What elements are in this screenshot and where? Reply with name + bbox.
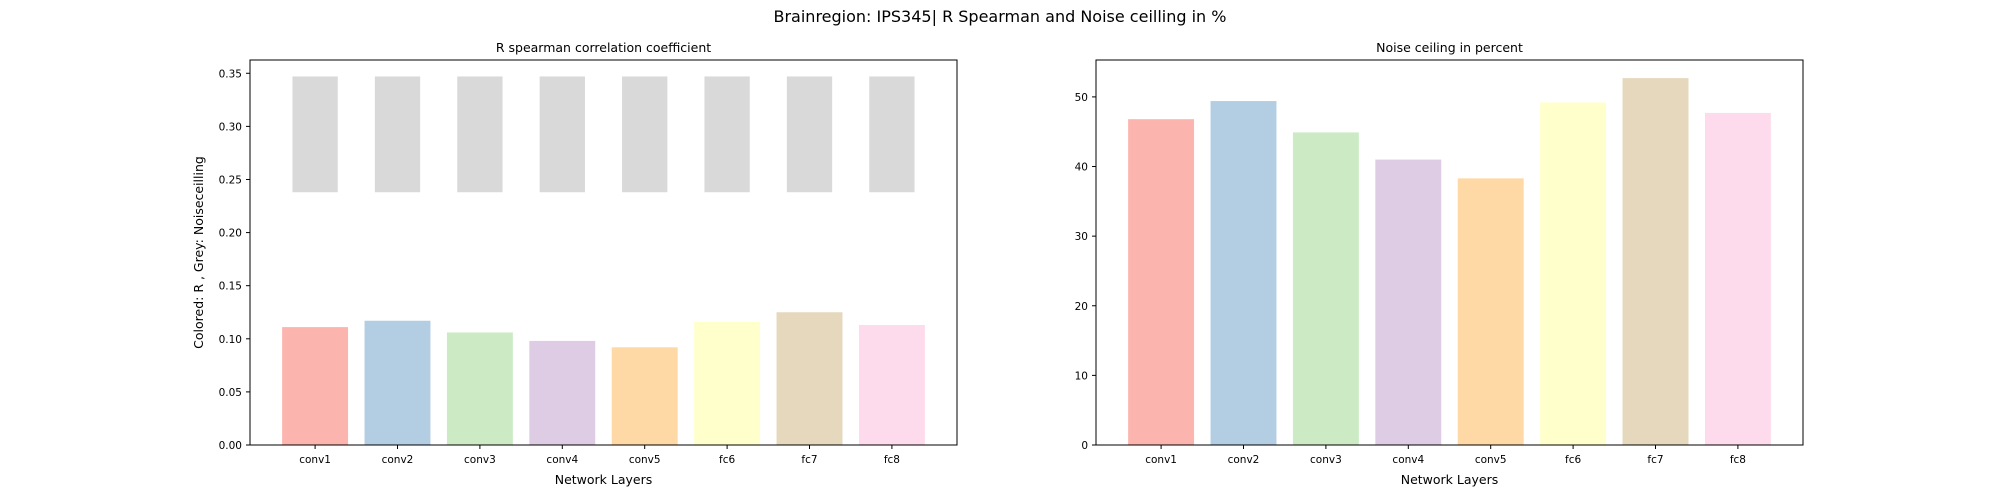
y-axis-ticks: 0 10 20 30 40 50 [1075, 92, 1096, 452]
y-axis-label: Colored: R , Grey: Noiseceilling [191, 156, 206, 349]
y-tick-label: 40 [1075, 162, 1088, 174]
bar-conv3 [446, 332, 513, 445]
y-tick-label: 0.10 [219, 334, 242, 346]
y-tick-label: 0.15 [219, 281, 242, 293]
noise-ceiling-band [869, 76, 915, 193]
x-tick-label: conv2 [1228, 454, 1260, 466]
x-tick-label: conv3 [1310, 454, 1342, 466]
x-tick-label: fc8 [1730, 454, 1746, 466]
figure-suptitle: Brainregion: IPS345| R Spearman and Nois… [774, 7, 1227, 26]
y-tick-label: 10 [1075, 370, 1088, 382]
bar-conv2 [364, 320, 431, 445]
y-tick-label: 20 [1075, 301, 1088, 313]
x-axis-ticks: conv1 conv2 conv3 conv4 conv5 fc6 fc7 fc8 [299, 445, 900, 466]
chart-noise-ceiling: Noise ceiling in percent 0 10 20 30 40 50 con… [1075, 40, 1804, 487]
bar-conv3 [1292, 132, 1359, 445]
x-tick-label: fc6 [1565, 454, 1581, 466]
noise-ceiling-band [374, 76, 421, 193]
noise-ceiling-bands [292, 76, 915, 193]
y-tick-label: 0.35 [219, 68, 242, 80]
bar-conv4 [1375, 159, 1442, 446]
x-tick-label: conv3 [464, 454, 496, 466]
x-tick-label: fc7 [1647, 454, 1663, 466]
x-tick-label: fc6 [719, 454, 735, 466]
noise-ceiling-band [622, 76, 668, 193]
plot-frame [1095, 59, 1804, 446]
bar-fc8 [1704, 112, 1771, 446]
y-tick-label: 0.00 [219, 440, 242, 452]
bar-conv5 [611, 347, 678, 445]
bar-conv4 [529, 340, 596, 445]
chart-title: Noise ceiling in percent [1376, 40, 1523, 55]
x-axis-label: Network Layers [1401, 472, 1499, 487]
x-tick-label: conv4 [546, 454, 578, 466]
noise-ceiling-band [539, 76, 585, 193]
bar-fc7 [776, 312, 843, 445]
y-tick-label: 0 [1081, 440, 1088, 452]
x-tick-label: fc8 [884, 454, 900, 466]
y-tick-label: 0.20 [219, 228, 242, 240]
bar-fc7 [1622, 78, 1689, 446]
bar-conv5 [1457, 178, 1524, 445]
bar-conv1 [282, 327, 349, 445]
bar-fc8 [858, 324, 925, 445]
bars [282, 312, 925, 445]
chart-title: R spearman correlation coefficient [496, 40, 711, 55]
noise-ceiling-band [292, 76, 338, 193]
x-tick-label: conv2 [382, 454, 414, 466]
noise-ceiling-band [786, 76, 833, 193]
bars [1128, 78, 1771, 446]
x-tick-label: conv5 [629, 454, 661, 466]
bar-fc6 [1540, 102, 1607, 445]
bar-fc6 [694, 321, 761, 445]
y-axis-ticks: 0.00 0.05 0.10 0.15 0.20 0.25 0.30 0.35 [219, 68, 250, 452]
y-tick-label: 50 [1075, 92, 1088, 104]
x-axis-label: Network Layers [555, 472, 653, 487]
noise-ceiling-band [704, 76, 750, 193]
bar-conv2 [1210, 101, 1277, 445]
plot-frame [249, 59, 958, 446]
y-tick-label: 0.25 [219, 174, 242, 186]
bar-conv1 [1128, 119, 1195, 445]
y-tick-label: 0.05 [219, 387, 242, 399]
x-axis-ticks: conv1 conv2 conv3 conv4 conv5 fc6 fc7 fc8 [1145, 445, 1746, 466]
y-tick-label: 30 [1075, 231, 1088, 243]
noise-ceiling-band [457, 76, 503, 193]
x-tick-label: conv1 [1145, 454, 1177, 466]
x-tick-label: conv1 [299, 454, 331, 466]
x-tick-label: fc7 [801, 454, 817, 466]
x-tick-label: conv5 [1475, 454, 1507, 466]
chart-spearman-r: R spearman correlation coefficient 0.000… [191, 40, 958, 487]
y-tick-label: 0.30 [219, 121, 242, 133]
x-tick-label: conv4 [1392, 454, 1424, 466]
